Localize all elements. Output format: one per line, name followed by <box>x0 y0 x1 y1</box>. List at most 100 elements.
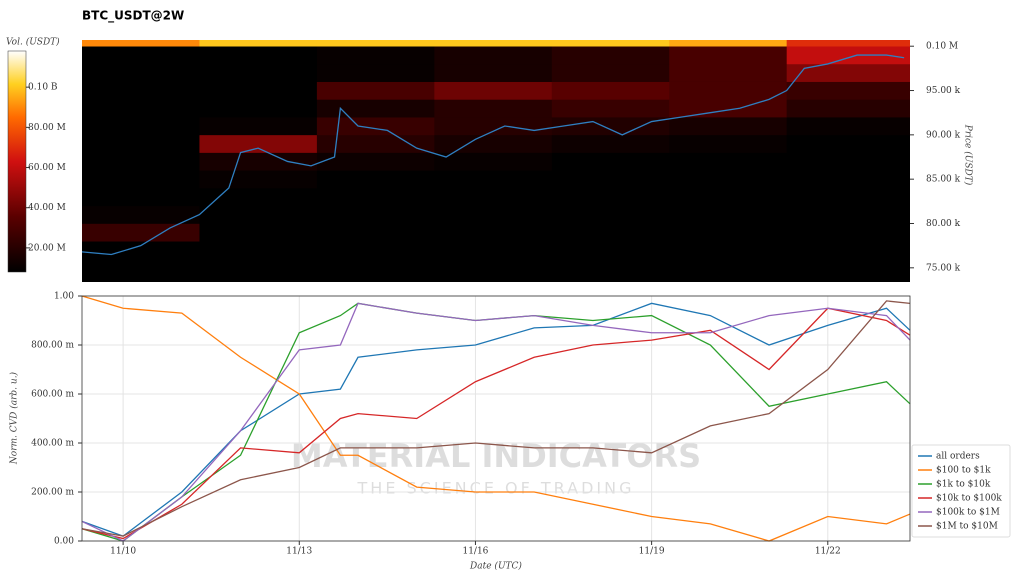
heatmap-cell <box>434 258 553 277</box>
y-axis-label: Norm. CVD (arb. u.) <box>9 371 20 465</box>
heatmap-cell <box>434 241 553 260</box>
heatmap-cell <box>669 81 787 100</box>
colorbar-tick-label: 40.00 M <box>28 203 66 213</box>
legend-label: $1k to $10k <box>936 480 991 490</box>
heatmap-cell <box>551 81 670 100</box>
y-tick-label: 75.00 k <box>926 263 961 273</box>
heatmap-cell <box>669 188 787 207</box>
heatmap-cell <box>551 188 670 207</box>
watermark: THE SCIENCE OF TRADING <box>357 479 635 498</box>
heatmap-cell <box>669 258 787 277</box>
heatmap-cell <box>669 223 787 242</box>
heatmap-cell <box>199 223 318 242</box>
heatmap-cell <box>82 46 200 65</box>
heatmap-cell <box>316 170 435 189</box>
series-line <box>81 307 911 540</box>
series-line <box>81 300 911 537</box>
heatmap-cell <box>551 134 670 153</box>
heatmap-cell <box>669 170 787 189</box>
heatmap-cell <box>316 258 435 277</box>
x-tick-label: 11/22 <box>815 547 841 557</box>
heatmap-cell <box>551 205 670 224</box>
y-tick-label: 0.10 M <box>926 42 958 52</box>
heatmap-cell <box>669 134 787 153</box>
heatmap-cell <box>199 170 318 189</box>
heatmap-cell <box>316 63 435 82</box>
heatmap-cell <box>434 205 553 224</box>
heatmap-cell <box>669 117 787 136</box>
y-tick-label: 600.00 m <box>31 390 74 400</box>
x-axis-label: Date (UTC) <box>469 561 522 572</box>
x-tick-label: 11/19 <box>639 547 665 557</box>
heatmap-cell <box>786 99 910 118</box>
legend-label: all orders <box>936 452 980 462</box>
heatmap-cell <box>434 40 553 47</box>
heatmap-cell <box>551 63 670 82</box>
heatmap-cell <box>199 241 318 260</box>
heatmap-cell <box>82 134 200 153</box>
heatmap-cell <box>786 46 910 65</box>
heatmap-cell <box>82 205 200 224</box>
heatmap-cell <box>199 205 318 224</box>
heatmap-cell <box>316 46 435 65</box>
series-line <box>81 295 911 542</box>
heatmap-cell <box>316 117 435 136</box>
heatmap-cell <box>434 152 553 171</box>
heatmap-cell <box>316 188 435 207</box>
x-tick-label: 11/13 <box>286 547 312 557</box>
heatmap-cell <box>199 81 318 100</box>
heatmap-cell <box>82 170 200 189</box>
heatmap-cell <box>786 188 910 207</box>
heatmap-cell <box>82 63 200 82</box>
heatmap-cell <box>786 40 910 47</box>
price-line <box>82 54 905 256</box>
heatmap-cell <box>316 152 435 171</box>
heatmap-cell <box>669 46 787 65</box>
heatmap-cell <box>551 117 670 136</box>
heatmap-cell <box>316 134 435 153</box>
heatmap-cell <box>316 241 435 260</box>
colorbar-tick-label: 60.00 M <box>28 163 66 173</box>
heatmap-cell <box>199 46 318 65</box>
heatmap-cell <box>551 40 670 47</box>
heatmap-cell <box>199 63 318 82</box>
heatmap-cell <box>82 117 200 136</box>
legend-label: $1M to $10M <box>936 522 998 532</box>
heatmap-cell <box>82 241 200 260</box>
colorbar-tick-label: 20.00 M <box>28 243 66 253</box>
heatmap-cell <box>669 205 787 224</box>
heatmap-cell <box>199 258 318 277</box>
heatmap-cell <box>199 99 318 118</box>
heatmap-panel: 75.00 k 80.00 k 85.00 k 90.00 k 95.00 k 0.10 … <box>26 40 961 282</box>
heatmap-cell <box>786 258 910 277</box>
y-tick-label: 0.00 <box>54 537 74 547</box>
heatmap-cell <box>434 46 553 65</box>
heatmap-cell <box>82 258 200 277</box>
heatmap-cell <box>786 63 910 82</box>
colorbar-label: Vol. (USDT) <box>6 37 60 48</box>
heatmap-cell <box>316 40 435 47</box>
y-tick-label: 85.00 k <box>926 175 961 185</box>
heatmap-cell <box>669 241 787 260</box>
heatmap-cell <box>316 223 435 242</box>
colorbar-tick-label: 80.00 M <box>28 123 66 133</box>
heatmap-cell <box>199 188 318 207</box>
heatmap-cell <box>434 188 553 207</box>
y-tick-label: 95.00 k <box>926 86 961 96</box>
heatmap-cell <box>316 81 435 100</box>
heatmap-cell <box>669 152 787 171</box>
y-tick-label: 1.00 <box>54 292 74 302</box>
chart-title: BTC_USDT@2W <box>82 9 184 24</box>
heatmap-cell <box>82 81 200 100</box>
legend-label: $100k to $1M <box>936 508 1000 518</box>
heatmap-cell <box>199 134 318 153</box>
heatmap-cell <box>786 152 910 171</box>
heatmap-cell <box>786 117 910 136</box>
heatmap-cell <box>82 152 200 171</box>
heatmap-cell <box>669 40 787 47</box>
heatmap-cell <box>786 205 910 224</box>
heatmap-cell <box>551 152 670 171</box>
colorbar <box>7 50 27 273</box>
